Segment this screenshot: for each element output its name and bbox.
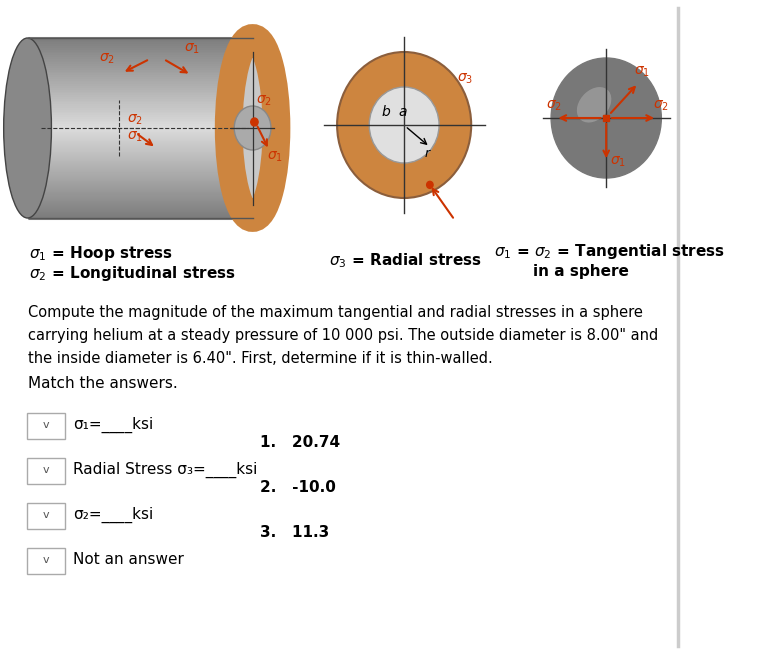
Ellipse shape <box>369 87 439 163</box>
Text: $\sigma_2$: $\sigma_2$ <box>99 52 115 67</box>
Text: $\sigma_1$: $\sigma_1$ <box>634 65 650 79</box>
Ellipse shape <box>229 38 276 218</box>
Circle shape <box>251 118 258 126</box>
Text: v: v <box>43 465 50 475</box>
Text: Match the answers.: Match the answers. <box>27 376 177 391</box>
Text: 3.   11.3: 3. 11.3 <box>260 525 329 540</box>
Text: r: r <box>424 147 430 160</box>
Text: $\sigma_1$: $\sigma_1$ <box>610 155 626 169</box>
Text: Not an answer: Not an answer <box>73 553 185 568</box>
Text: Radial Stress σ₃=____ksi: Radial Stress σ₃=____ksi <box>73 462 258 478</box>
Text: a: a <box>398 105 407 119</box>
Text: $\sigma_1$: $\sigma_1$ <box>184 42 200 56</box>
Text: $\sigma_3$: $\sigma_3$ <box>456 72 472 86</box>
Text: 2.   -10.0: 2. -10.0 <box>260 480 336 495</box>
Text: $\sigma_1$ = Hoop stress: $\sigma_1$ = Hoop stress <box>30 244 173 263</box>
Ellipse shape <box>4 38 51 218</box>
Text: $\sigma_1$: $\sigma_1$ <box>127 130 143 145</box>
Text: $\sigma_2$: $\sigma_2$ <box>256 94 272 109</box>
Bar <box>604 115 609 121</box>
Text: $\sigma_1$: $\sigma_1$ <box>267 150 283 164</box>
Ellipse shape <box>337 52 472 198</box>
Text: $\sigma_2$: $\sigma_2$ <box>653 99 669 113</box>
Circle shape <box>551 58 662 178</box>
Text: in a sphere: in a sphere <box>533 264 629 279</box>
Circle shape <box>427 181 433 188</box>
Text: σ₂=____ksi: σ₂=____ksi <box>73 507 153 523</box>
FancyBboxPatch shape <box>27 458 65 484</box>
Text: b: b <box>382 105 390 119</box>
Text: $\sigma_1$ = $\sigma_2$ = Tangential stress: $\sigma_1$ = $\sigma_2$ = Tangential str… <box>494 242 726 261</box>
Text: $\sigma_3$ = Radial stress: $\sigma_3$ = Radial stress <box>329 251 481 269</box>
Text: σ₁=____ksi: σ₁=____ksi <box>73 417 153 433</box>
FancyBboxPatch shape <box>27 413 65 439</box>
FancyBboxPatch shape <box>27 503 65 529</box>
Text: 1.   20.74: 1. 20.74 <box>260 435 340 450</box>
Text: Compute the magnitude of the maximum tangential and radial stresses in a sphere
: Compute the magnitude of the maximum tan… <box>27 305 658 366</box>
Text: $\sigma_2$: $\sigma_2$ <box>546 99 562 113</box>
Text: $\sigma_2$ = Longitudinal stress: $\sigma_2$ = Longitudinal stress <box>30 264 237 283</box>
Ellipse shape <box>577 87 611 122</box>
Text: v: v <box>43 555 50 565</box>
Ellipse shape <box>234 106 271 150</box>
Text: $\sigma_2$: $\sigma_2$ <box>127 113 143 128</box>
Text: v: v <box>43 510 50 520</box>
Text: v: v <box>43 420 50 430</box>
FancyBboxPatch shape <box>27 548 65 574</box>
